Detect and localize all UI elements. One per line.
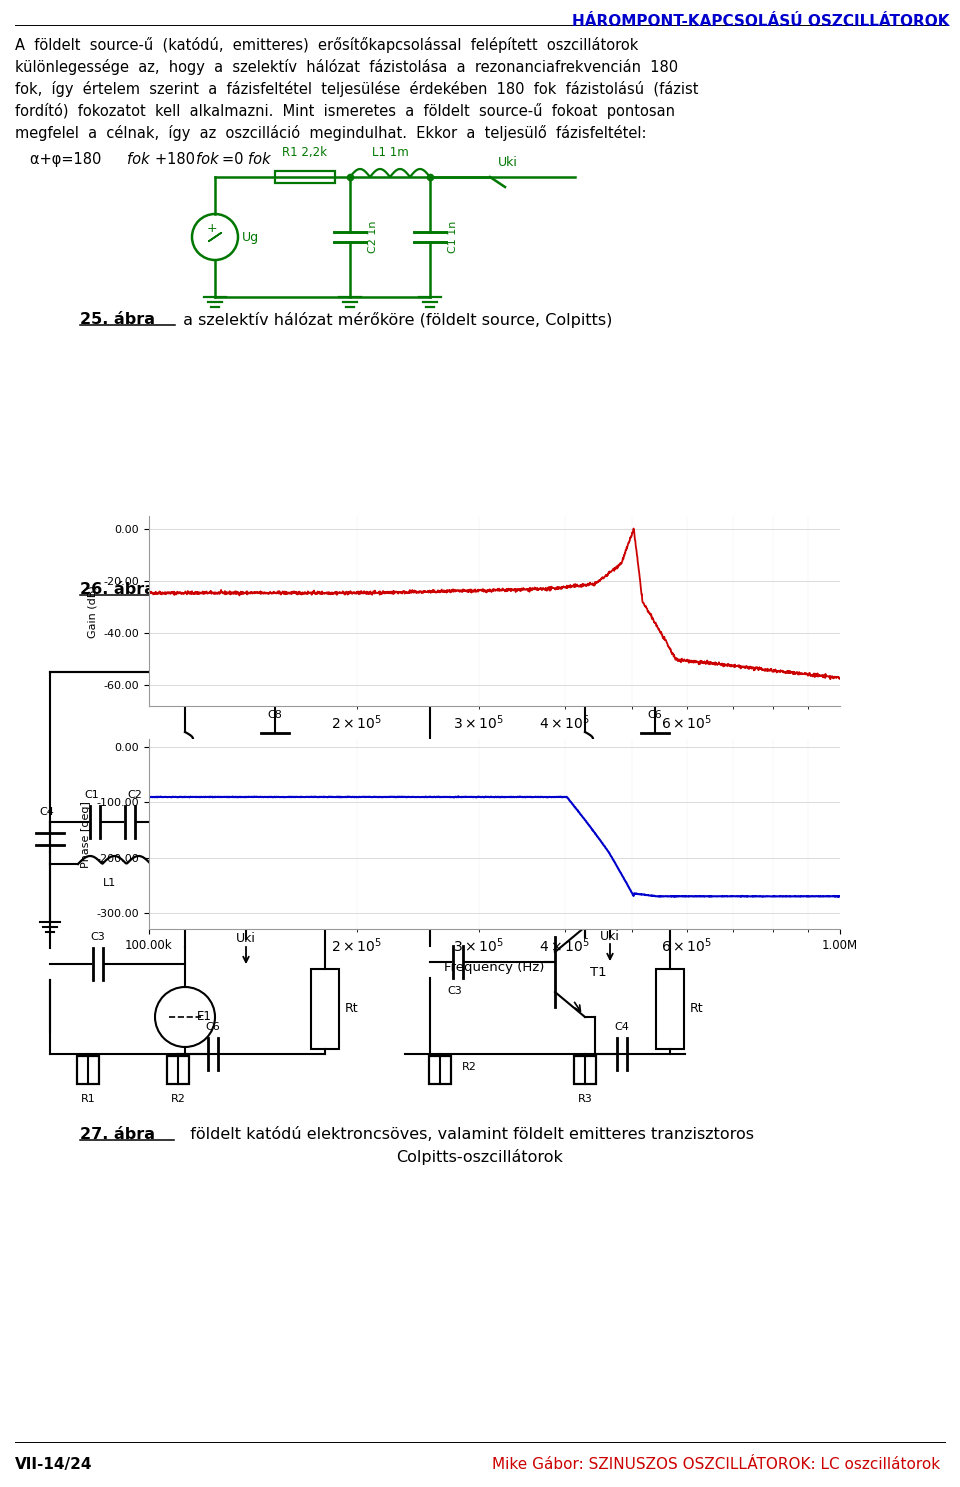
Text: C1 1n: C1 1n <box>448 220 458 253</box>
X-axis label: Frequency (Hz): Frequency (Hz) <box>444 961 544 974</box>
Text: 27. ábra: 27. ábra <box>80 1127 155 1142</box>
Text: A  földelt  source-ű  (katódú,  emitteres)  erősítőkapcsolással  felépített  osz: A földelt source-ű (katódú, emitteres) e… <box>15 37 638 54</box>
Text: R2: R2 <box>462 1062 477 1072</box>
Y-axis label: Gain (dB): Gain (dB) <box>87 584 98 638</box>
Bar <box>419 744 441 782</box>
Bar <box>77 1056 99 1084</box>
Text: C3: C3 <box>90 932 106 941</box>
Text: L1 1m: L1 1m <box>372 146 408 159</box>
Text: fordító)  fokozatot  kell  alkalmazni.  Mint  ismeretes  a  földelt  source-ű  f: fordító) fokozatot kell alkalmazni. Mint… <box>15 103 675 119</box>
Text: R3: R3 <box>578 1094 592 1103</box>
Text: C2: C2 <box>128 790 142 800</box>
Text: fok,  így  értelem  szerint  a  fázisfeltétel  teljesülése  érdekében  180  fok : fok, így értelem szerint a fázisfeltétel… <box>15 80 699 97</box>
Text: L
fojtó: L fojtó <box>597 749 620 772</box>
Text: +: + <box>206 222 217 235</box>
Text: HÁROMPONT-KAPCSOLÁSÚ OSZCILLÁTOROK: HÁROMPONT-KAPCSOLÁSÚ OSZCILLÁTOROK <box>572 13 950 30</box>
Text: +180: +180 <box>155 152 200 167</box>
Bar <box>275 171 335 183</box>
Text: C2 1n: C2 1n <box>368 220 378 253</box>
Text: Uki: Uki <box>600 931 620 943</box>
Bar <box>574 1056 596 1084</box>
Text: Mike Gábor: SZINUSZOS OSZCILLÁTOROK: LC oszcillátorok: Mike Gábor: SZINUSZOS OSZCILLÁTOROK: LC … <box>492 1457 940 1472</box>
Text: E1: E1 <box>197 1011 212 1023</box>
Text: +Ut: +Ut <box>705 666 730 678</box>
Text: R1 2,2k: R1 2,2k <box>282 146 327 159</box>
Text: Uki: Uki <box>236 932 256 946</box>
Text: T1: T1 <box>590 965 607 978</box>
Text: a szelektív hálózat mérőköre (földelt source, Colpitts): a szelektív hálózat mérőköre (földelt so… <box>178 312 612 329</box>
Text: C1: C1 <box>460 785 474 796</box>
Text: C8: C8 <box>268 709 282 720</box>
Text: R2: R2 <box>171 1094 185 1103</box>
Text: α+φ=180: α+φ=180 <box>30 152 106 167</box>
Text: Rt: Rt <box>690 1002 704 1016</box>
Text: Uki: Uki <box>498 156 517 170</box>
Text: C1: C1 <box>84 790 100 800</box>
Text: 26. ábra: 26. ábra <box>80 581 155 596</box>
Text: fok: fok <box>127 152 150 167</box>
Text: különlegessége  az,  hogy  a  szelektív  hálózat  fázistolása  a  rezonanciafrek: különlegessége az, hogy a szelektív háló… <box>15 59 678 74</box>
Text: megfelel  a  célnak,  így  az  oszcilláció  megindulhat.  Ekkor  a  teljesülő  f: megfelel a célnak, így az oszcilláció me… <box>15 125 646 141</box>
Bar <box>311 970 339 1048</box>
Bar <box>155 665 215 680</box>
Text: L
fojtó: L fojtó <box>197 749 221 772</box>
Bar <box>167 1056 189 1084</box>
Text: R1: R1 <box>389 758 404 767</box>
Text: R1: R1 <box>81 1094 95 1103</box>
Y-axis label: Phase [deg]: Phase [deg] <box>81 801 91 867</box>
Text: a szelektív hálózat karakterisztikái (földelt source, Colpitts): a szelektív hálózat karakterisztikái (fö… <box>178 581 659 598</box>
Text: VII-14/24: VII-14/24 <box>15 1457 92 1472</box>
Text: +Ut: +Ut <box>365 666 390 678</box>
Text: C6: C6 <box>648 709 662 720</box>
Text: C2: C2 <box>508 785 522 796</box>
Text: 25. ábra: 25. ábra <box>80 312 155 327</box>
Text: fok: fok <box>248 152 271 167</box>
Text: C7: C7 <box>230 877 246 888</box>
Text: C6: C6 <box>205 1022 221 1032</box>
Text: C5: C5 <box>601 859 615 868</box>
Text: Ug: Ug <box>242 230 259 244</box>
Text: C3: C3 <box>447 986 463 996</box>
Bar <box>429 1056 451 1084</box>
Text: C4: C4 <box>39 807 55 816</box>
Text: földelt katódú elektroncsöves, valamint földelt emitteres tranzisztoros: földelt katódú elektroncsöves, valamint … <box>180 1127 754 1142</box>
Text: R3: R3 <box>178 645 193 659</box>
Text: Rt: Rt <box>345 1002 359 1016</box>
Text: L1: L1 <box>489 877 502 888</box>
Bar <box>656 970 684 1048</box>
Text: Colpitts-oszcillátorok: Colpitts-oszcillátorok <box>396 1149 564 1164</box>
Text: C5: C5 <box>201 859 216 868</box>
Text: C4: C4 <box>614 1022 630 1032</box>
Text: =0: =0 <box>222 152 248 167</box>
Text: L1: L1 <box>104 877 116 888</box>
Text: fok: fok <box>196 152 219 167</box>
